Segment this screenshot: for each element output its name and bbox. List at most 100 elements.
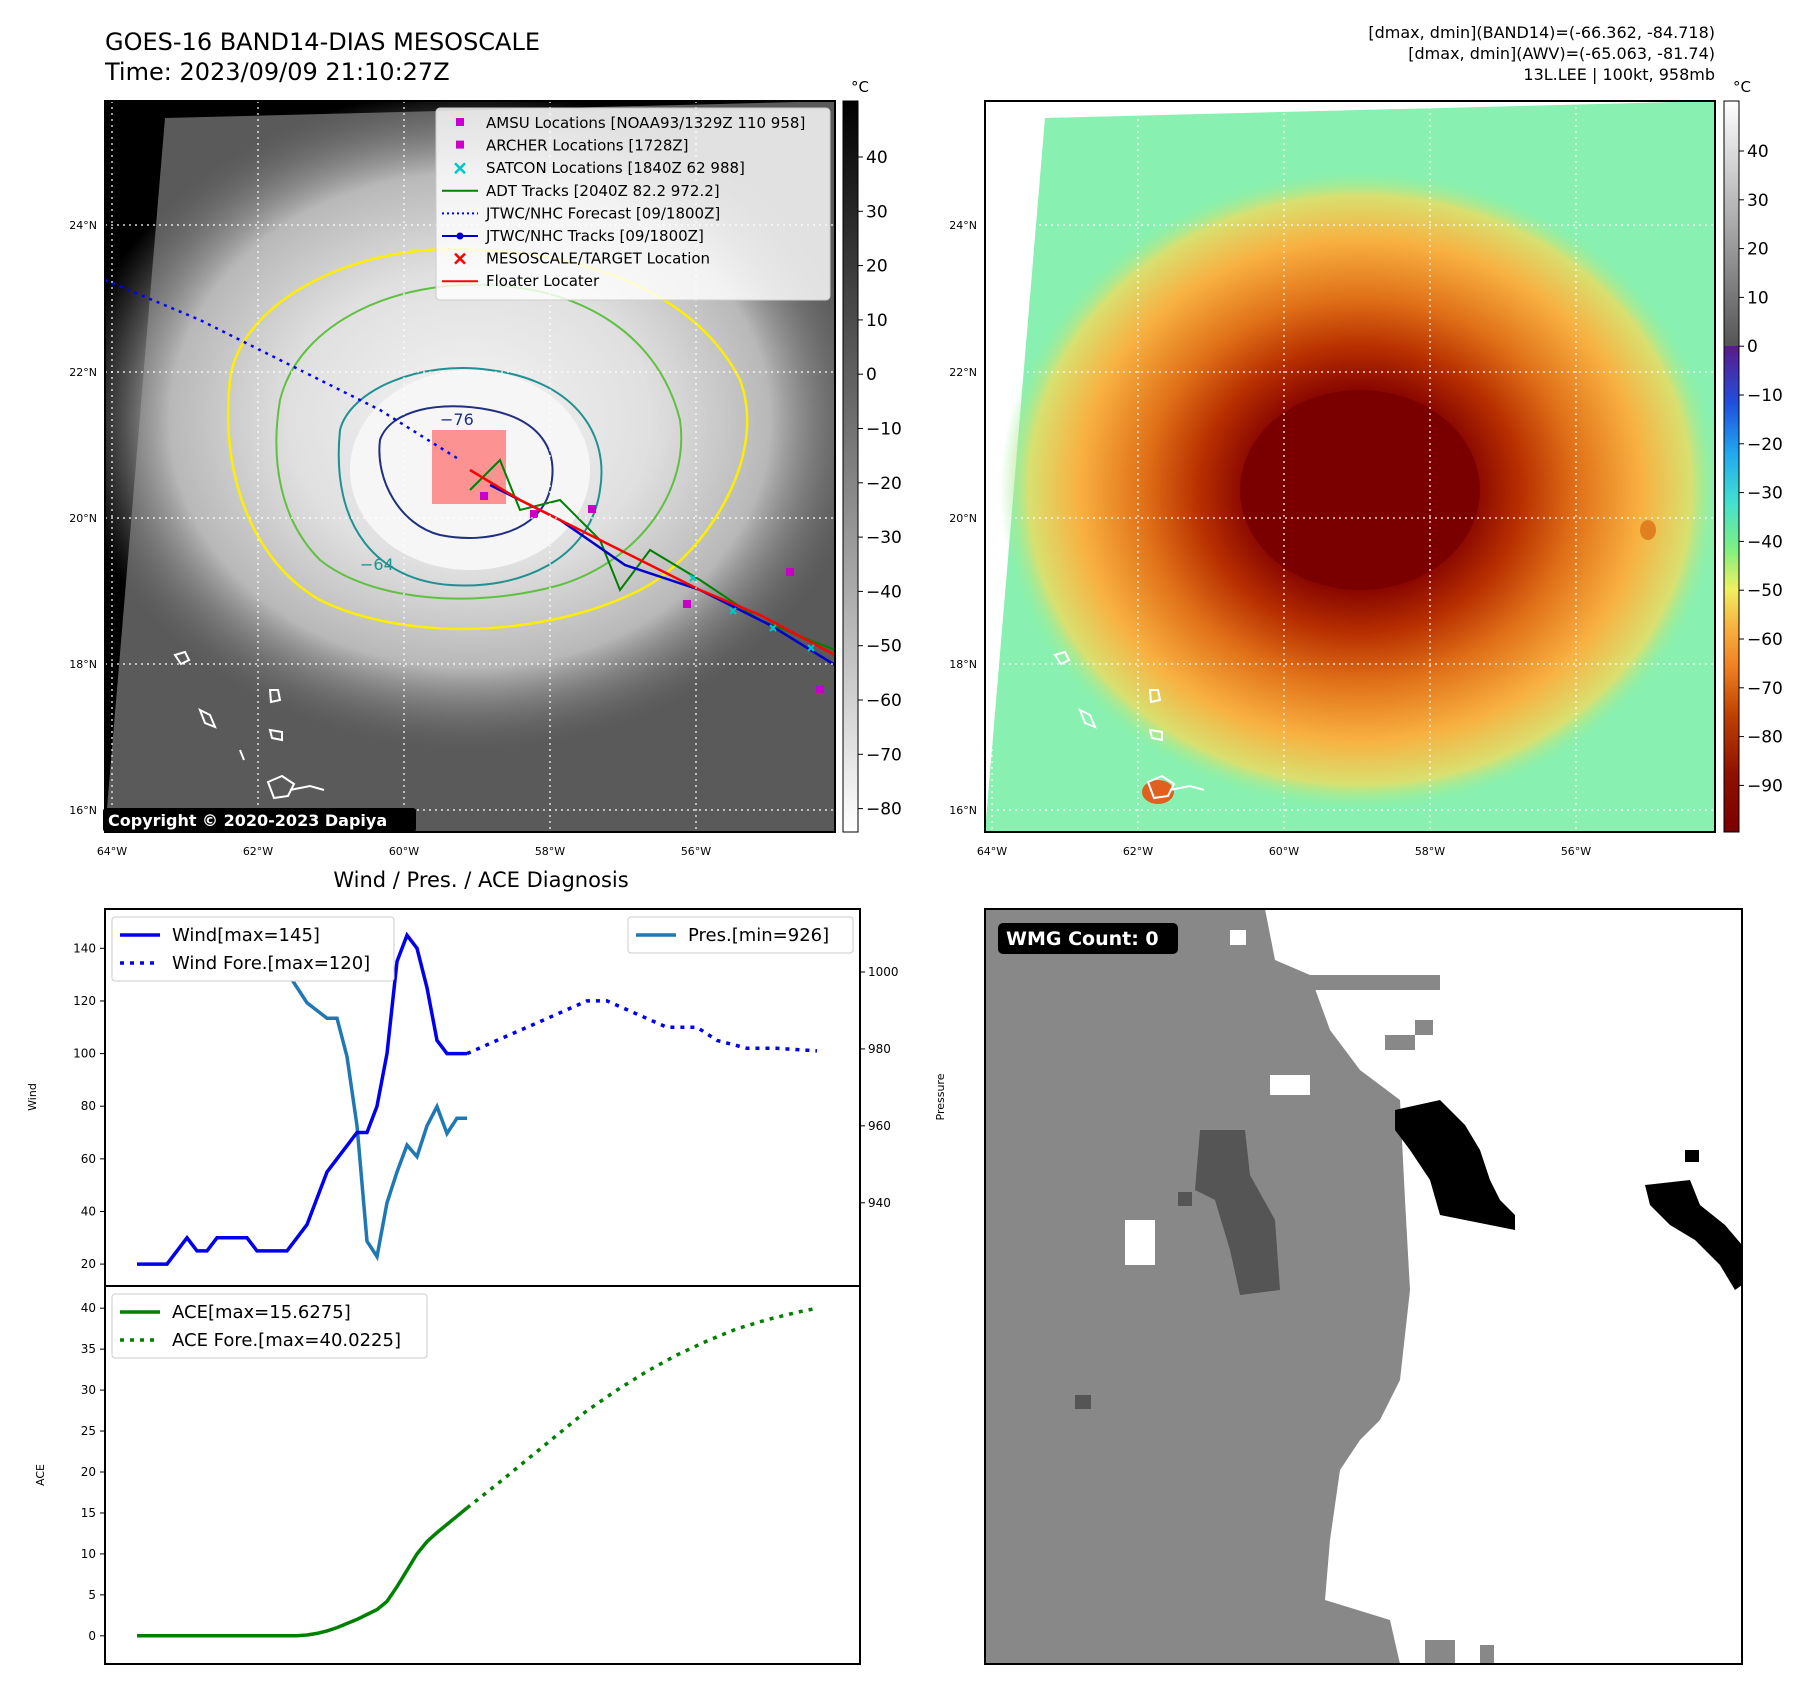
adt-track (469, 458, 835, 651)
legend-item: SATCON Locations [1840Z 62 988] (454, 159, 745, 177)
chart-legend-label: Wind Fore.[max=120] (172, 953, 370, 974)
ace-axis-label: ACE (34, 1464, 47, 1486)
storm-info: 13L.LEE | 100kt, 958mb (1523, 65, 1715, 84)
legend-marker-dot (456, 232, 464, 240)
ace-y-tick-label: 5 (88, 1588, 96, 1602)
lat-tick-label: 22°N (69, 366, 97, 379)
gray-colorbar-tick-label: 10 (866, 311, 888, 331)
legend-marker-x (454, 252, 466, 265)
islands-right (1053, 650, 1205, 800)
legend-item: JTWC/NHC Forecast [09/1800Z] (442, 204, 720, 222)
left-map-frame (104, 100, 836, 833)
wind-forecast-line (466, 999, 818, 1056)
wmg-gray-region (985, 909, 1410, 1664)
color-colorbar-warm (1724, 101, 1739, 346)
right-map-gridlines (985, 101, 1715, 832)
wind-axis-label: Wind (26, 1083, 39, 1111)
ace-y-tick-label: 0 (88, 1629, 96, 1643)
legend-label: MESOSCALE/TARGET Location (486, 250, 710, 268)
color-colorbar-unit: °C (1733, 78, 1751, 96)
floater-track (469, 468, 835, 657)
pressure-y-tick-label: 1000 (868, 965, 899, 979)
legend-label: AMSU Locations [NOAA93/1329Z 110 958] (486, 114, 805, 132)
legend-marker-x (454, 162, 466, 175)
contour-navy (378, 405, 554, 539)
legend-label: JTWC/NHC Forecast [09/1800Z] (485, 204, 720, 222)
lat-tick-label: 24°N (69, 219, 97, 232)
gray-colorbar-tick-label: −60 (866, 691, 902, 711)
lat-tick-label: 24°N (949, 219, 977, 232)
color-colorbar-tick-label: −20 (1747, 435, 1783, 455)
lat-tick-label: 20°N (69, 512, 97, 525)
awv-color-map (985, 101, 1715, 832)
color-colorbar-frame (1723, 100, 1740, 833)
gray-colorbar-tick-label: 30 (866, 202, 888, 222)
lat-tick-label: 16°N (69, 804, 97, 817)
ace-y-tick-label: 15 (81, 1506, 96, 1520)
legend-label: ADT Tracks [2040Z 82.2 972.2] (486, 182, 720, 200)
wind-y-tick-label: 60 (81, 1152, 96, 1166)
figure-time: Time: 2023/09/09 21:10:27Z (104, 58, 450, 86)
pressure-axis-label: Pressure (934, 1073, 947, 1120)
gray-colorbar-tick-label: 20 (866, 257, 888, 277)
wind-y-tick-label: 120 (73, 994, 96, 1008)
lat-tick-label: 18°N (949, 658, 977, 671)
stats-awv: [dmax, dmin](AWV)=(-65.063, -81.74) (1408, 44, 1715, 63)
mesoscale-target-box (432, 430, 506, 504)
amsu-markers (480, 492, 824, 693)
color-colorbar-tick-label: 20 (1747, 240, 1769, 260)
gray-colorbar-tick-label: −10 (866, 420, 902, 440)
gray-colorbar-tick-label: 0 (866, 365, 877, 385)
gray-colorbar-tick-label: 40 (866, 148, 888, 168)
lat-tick-label: 16°N (949, 804, 977, 817)
gray-colorbar (842, 100, 859, 833)
pressure-y-tick-label: 960 (868, 1119, 891, 1133)
color-colorbar-tick-label: −40 (1747, 532, 1783, 552)
ace-y-tick-label: 20 (81, 1465, 96, 1479)
chart-legend-label: ACE[max=15.6275] (172, 1302, 351, 1323)
wmg-black-region (1395, 1100, 1742, 1290)
legend-item: ARCHER Locations [1728Z] (456, 137, 689, 155)
wind-y-tick-label: 80 (81, 1099, 96, 1113)
color-colorbar-tick-label: −30 (1747, 484, 1783, 504)
ace-y-tick-label: 30 (81, 1383, 96, 1397)
awv-patch-east (1640, 520, 1656, 540)
legend-item: Floater Locater (442, 272, 600, 290)
pressure-y-tick-label: 980 (868, 1042, 891, 1056)
wmg-gray-blocks (1300, 975, 1494, 1664)
lon-tick-label: 58°W (535, 845, 565, 858)
lon-tick-label: 56°W (1561, 845, 1591, 858)
lat-tick-label: 20°N (949, 512, 977, 525)
legend-item: JTWC/NHC Tracks [09/1800Z] (442, 227, 704, 245)
lat-tick-label: 22°N (949, 366, 977, 379)
ace-line (137, 1506, 469, 1638)
chart-legend-frame (111, 1293, 428, 1359)
wind-line (137, 931, 467, 1266)
color-colorbar-tick-label: −10 (1747, 386, 1783, 406)
legend-label: JTWC/NHC Tracks [09/1800Z] (485, 227, 704, 245)
contour-label-76: −76 (440, 410, 474, 429)
right-map-frame (984, 100, 1716, 833)
copyright-box (103, 808, 416, 832)
gray-colorbar-tick-label: −50 (866, 637, 902, 657)
color-colorbar-tick-label: 0 (1747, 337, 1758, 357)
wmg-count-badge (998, 923, 1178, 954)
chart-legend-label: ACE Fore.[max=40.0225] (172, 1330, 401, 1351)
chart-legend-label: Wind[max=145] (172, 925, 320, 946)
color-colorbar-tick-label: 10 (1747, 288, 1769, 308)
color-colorbar-tick-label: −80 (1747, 728, 1783, 748)
gray-colorbar-tick-label: −20 (866, 474, 902, 494)
gray-colorbar-tick-label: −30 (866, 528, 902, 548)
copyright-text: Copyright © 2020-2023 Dapiya (108, 811, 387, 830)
lat-tick-label: 18°N (69, 658, 97, 671)
chart-legend-frame (627, 916, 854, 954)
gray-colorbar-tick-label: −80 (866, 800, 902, 820)
lon-tick-label: 64°W (977, 845, 1007, 858)
contour-label-64: −64 (360, 555, 394, 574)
color-colorbar-tick-label: 40 (1747, 142, 1769, 162)
ace-y-tick-label: 40 (81, 1301, 96, 1315)
wmg-dark-gray-region (1075, 1130, 1280, 1409)
color-colorbar-cold (1724, 346, 1739, 832)
legend-label: Floater Locater (486, 272, 600, 290)
